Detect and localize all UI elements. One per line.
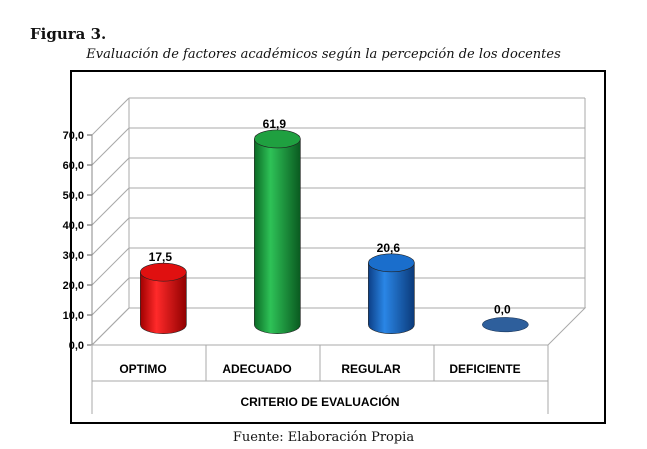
data-label: 20,6 — [377, 241, 401, 255]
figure-source: Fuente: Elaboración Propia — [232, 430, 415, 445]
x-tick-label: ADECUADO — [222, 362, 291, 376]
bar-body — [368, 262, 415, 334]
gridline-side — [91, 217, 130, 256]
y-tick-label: 10,0 — [63, 310, 84, 322]
x-tick-label: OPTIMO — [119, 362, 166, 376]
bar-optimo — [140, 262, 187, 334]
x-tick-label: DEFICIENTE — [449, 362, 520, 376]
chart-frame — [70, 70, 606, 424]
data-label: 17,5 — [149, 250, 173, 264]
gridline-side — [91, 247, 130, 286]
bar-body — [254, 138, 301, 334]
y-tick-label: 20,0 — [63, 280, 84, 292]
y-tick-label: 60,0 — [63, 160, 84, 172]
gridline-side — [91, 127, 130, 166]
y-tick-label: 50,0 — [63, 190, 84, 202]
floor — [90, 307, 587, 346]
bar-body — [140, 271, 187, 334]
chart-bars — [140, 129, 529, 334]
chart-labels: 0,0 10,0 20,0 30,0 40,0 50,0 60,0 70,0 OPTIMO ADE… — [63, 117, 521, 409]
y-tick-label: 40,0 — [63, 220, 84, 232]
data-label: 0,0 — [494, 303, 511, 317]
x-tick-label: REGULAR — [341, 362, 401, 376]
gridline-side — [91, 187, 130, 226]
bar-top — [368, 253, 415, 273]
bar-regular — [368, 253, 415, 334]
y-tick-label: 30,0 — [63, 250, 84, 262]
y-tick-label: 0,0 — [69, 340, 84, 352]
data-label: 61,9 — [263, 117, 287, 131]
bar-top — [140, 262, 187, 282]
bar-deficiente — [482, 317, 529, 333]
gridline-side — [91, 277, 130, 316]
gridline-side — [91, 97, 130, 136]
figure-title: Evaluación de factores académicos según … — [86, 47, 561, 62]
chart-grid — [87, 97, 587, 414]
x-axis-title: CRITERIO DE EVALUACIÓN — [240, 394, 399, 409]
figure-label: Figura 3. — [30, 25, 107, 43]
bar-top — [482, 317, 529, 333]
y-tick-label: 70,0 — [63, 130, 84, 142]
bar-top — [254, 129, 301, 149]
bar-adecuado — [254, 129, 301, 334]
gridline-side — [91, 157, 130, 196]
